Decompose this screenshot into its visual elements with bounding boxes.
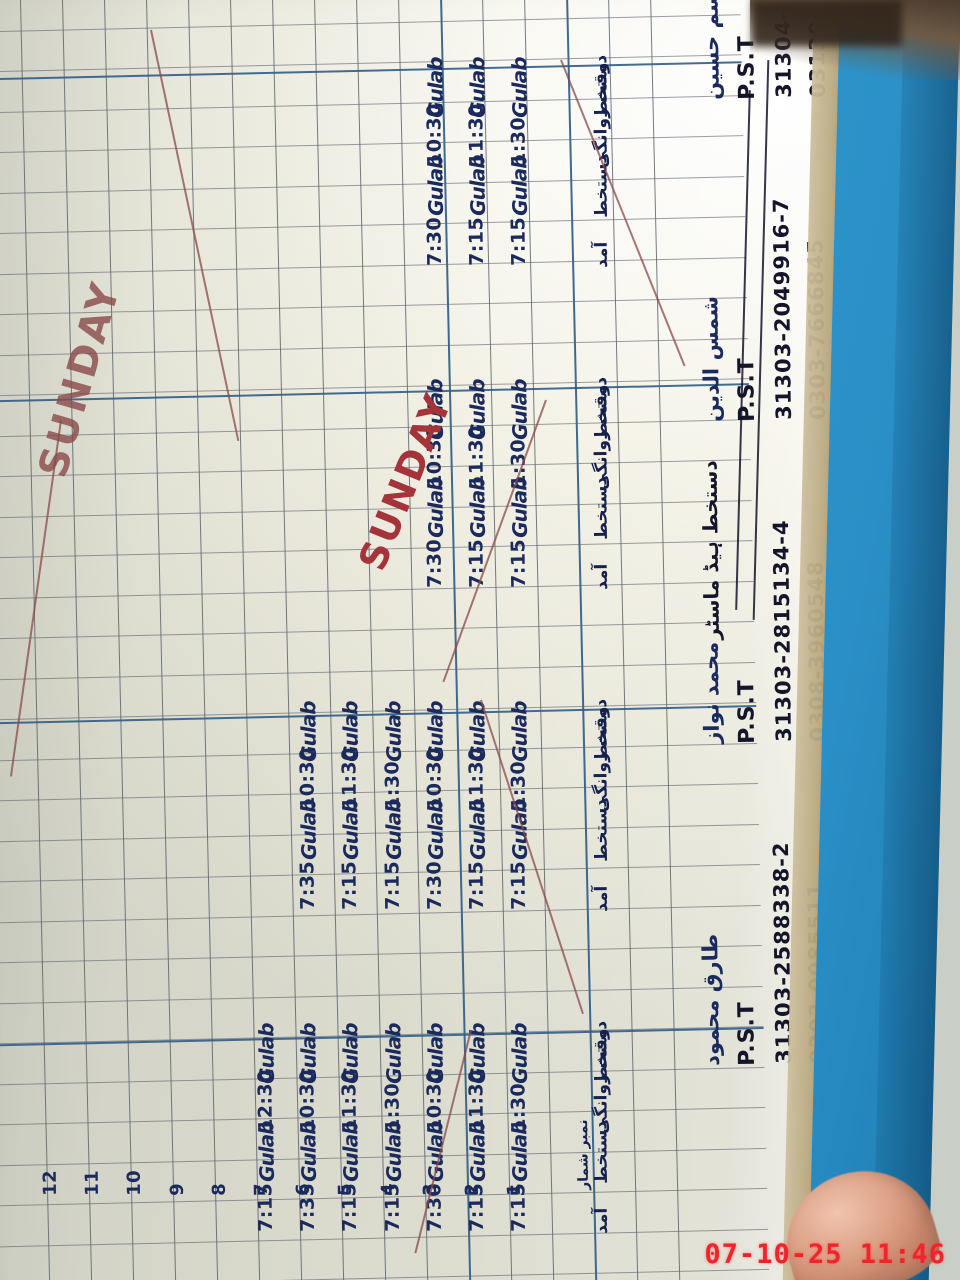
grid-line-horizontal	[0, 459, 751, 478]
person-cnic: 31303-2815134-4	[768, 519, 796, 742]
row-number: 9	[166, 1182, 188, 1196]
time-cell: 7:15	[338, 860, 362, 910]
time-cell: 7:35	[296, 860, 320, 910]
signature-cell: Gulab	[465, 799, 490, 860]
signature-cell: Gulab	[380, 1121, 406, 1182]
signature-cell: Gulab	[507, 57, 533, 118]
person-cnic: 31303-2049916-7	[768, 197, 796, 420]
row-number: 12	[39, 1169, 61, 1196]
grid-line-horizontal	[0, 823, 759, 843]
top-dark-object	[752, 0, 902, 46]
person-designation: P.S.T	[734, 357, 760, 422]
row-number: 11	[81, 1169, 104, 1196]
column-header: آمد	[591, 563, 612, 590]
time-cell: 7:15	[465, 860, 488, 910]
signature-cell: Gulab	[338, 1121, 364, 1182]
grid-line-horizontal	[0, 661, 756, 681]
time-cell: 7:15	[465, 1182, 488, 1232]
grid-separator-heavy	[0, 705, 757, 725]
column-header: وقت روانگی	[590, 1028, 612, 1134]
grid-line-horizontal	[0, 94, 743, 114]
grid-line-horizontal	[0, 702, 757, 721]
signature-cell: Gulab	[507, 477, 533, 538]
column-header: آمد	[591, 885, 612, 912]
signature-cell: Gulab	[507, 1023, 533, 1084]
cover-shadow	[872, 0, 960, 1280]
grid-line-horizontal	[0, 742, 758, 762]
time-cell: 7:30	[423, 860, 446, 910]
grid-line-horizontal	[0, 256, 747, 276]
column-header: آمد	[591, 1207, 612, 1234]
row-number: 10	[124, 1169, 146, 1196]
time-cell: 7:35	[296, 1182, 320, 1232]
column-header: وقت روانگی	[590, 706, 612, 812]
grid-line-vertical	[145, 0, 178, 1280]
column-header: وقت روانگی	[590, 62, 612, 168]
row-number: 8	[208, 1182, 230, 1196]
person-name: محمد نواز	[698, 641, 724, 744]
signature-cell: Gulab	[296, 1121, 322, 1182]
grid-line-vertical	[649, 0, 682, 1280]
signature-cell: Gulab	[380, 701, 406, 762]
signature-cell: Gulab	[507, 155, 533, 216]
signature-cell: Gulab	[380, 799, 406, 860]
time-cell: 7:15	[507, 860, 531, 910]
header-note-line-4: دستخط ہیڈ ماسٹر	[697, 460, 724, 640]
grid-line-horizontal	[0, 216, 746, 235]
grid-line-horizontal	[0, 904, 761, 924]
person-name: باسم حسین	[698, 0, 724, 100]
grid-line-horizontal	[0, 621, 755, 640]
time-cell: 7:15	[507, 1182, 531, 1232]
time-cell: 7:15	[380, 1182, 404, 1232]
column-header: دستخط	[591, 476, 612, 540]
camera-timestamp: 07-10-25 11:46	[704, 1239, 946, 1270]
signature-cell: Gulab	[465, 1121, 490, 1182]
grid-line-horizontal	[0, 135, 744, 154]
time-cell: 7:15	[507, 538, 531, 588]
signature-cell: Gulab	[296, 799, 322, 860]
time-cell: 7:15	[338, 1182, 362, 1232]
person-name: شمس الدین	[698, 295, 724, 422]
person-designation: P.S.T	[734, 679, 760, 744]
grid-line-horizontal	[0, 985, 763, 1005]
grid-line-horizontal	[0, 175, 745, 195]
time-cell: 7:15	[465, 216, 488, 266]
grid-line-vertical	[607, 0, 640, 1280]
time-cell: 7:30	[423, 538, 446, 588]
signature-cell: Gulab	[254, 1121, 279, 1182]
grid-line-horizontal	[0, 944, 762, 964]
signature-cell: Gulab	[507, 379, 533, 440]
column-header: وقت روانگی	[590, 384, 612, 490]
signature-cell: Gulab	[422, 799, 448, 860]
signature-cell: Gulab	[507, 701, 533, 762]
grid-line-horizontal	[0, 580, 754, 600]
time-cell: 7:15	[254, 1182, 277, 1232]
grid-line-horizontal	[0, 783, 758, 802]
signature-cell: Gulab	[465, 155, 490, 216]
signature-cell: Gulab	[338, 799, 364, 860]
grid-line-vertical	[187, 0, 220, 1280]
rownum-header: نمبر شمار	[575, 1119, 592, 1190]
signature-cell: Gulab	[507, 1121, 533, 1182]
column-header: آمد	[591, 241, 612, 268]
time-cell: 7:15	[380, 860, 404, 910]
grid-line-vertical	[103, 0, 136, 1280]
signature-cell: Gulab	[465, 477, 490, 538]
column-header: دستخط	[591, 1120, 612, 1184]
time-cell: 7:15	[507, 216, 531, 266]
grid-line-horizontal	[0, 863, 760, 883]
grid-line-horizontal	[0, 13, 741, 33]
grid-line-horizontal	[0, 418, 750, 438]
person-name: طارق محمود	[698, 933, 724, 1066]
ruled-grid	[0, 0, 770, 1280]
grid-separator-heavy	[0, 61, 742, 81]
person-designation: P.S.T	[734, 1001, 760, 1066]
signature-cell: Gulab	[422, 155, 448, 216]
column-header: دستخط	[591, 798, 612, 862]
time-cell: 7:30	[423, 216, 446, 266]
signature-cell: Gulab	[380, 1023, 406, 1084]
